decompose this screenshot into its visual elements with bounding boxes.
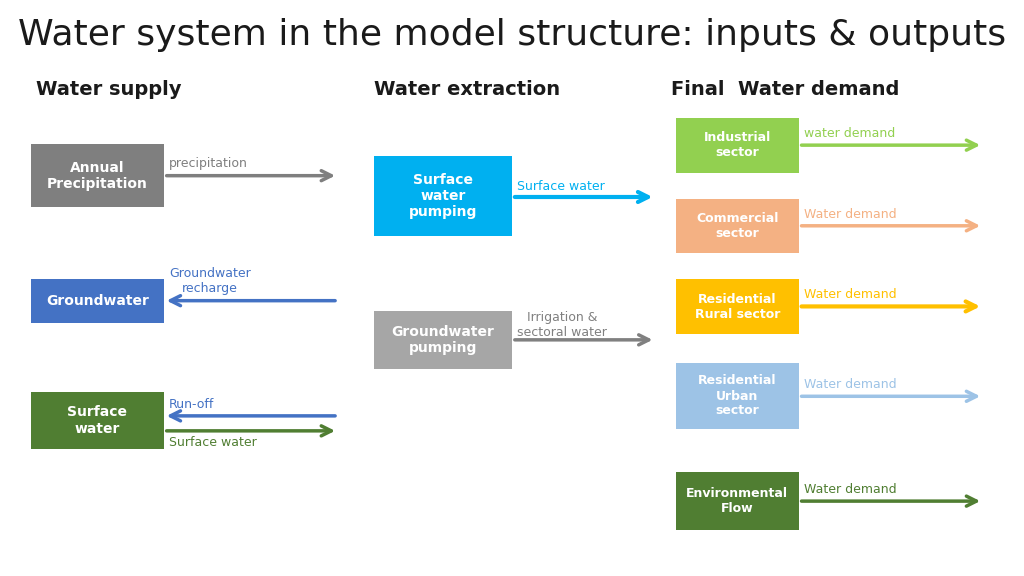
Text: Environmental
Flow: Environmental Flow [686,487,788,515]
Text: Surface
water: Surface water [68,406,127,435]
FancyBboxPatch shape [676,118,799,173]
Text: Water demand: Water demand [804,483,896,496]
Text: Final  Water demand: Final Water demand [671,80,899,98]
Text: precipitation: precipitation [169,157,248,170]
FancyBboxPatch shape [676,199,799,253]
Text: Residential
Rural sector: Residential Rural sector [694,293,780,321]
Text: Commercial
sector: Commercial sector [696,212,778,240]
Text: Water demand: Water demand [804,378,896,391]
Text: water demand: water demand [804,127,895,140]
FancyBboxPatch shape [31,392,164,449]
Text: Residential
Urban
sector: Residential Urban sector [698,374,776,418]
Text: Groundwater: Groundwater [46,294,148,308]
Text: Irrigation &
sectoral water: Irrigation & sectoral water [517,312,607,339]
FancyBboxPatch shape [676,472,799,530]
FancyBboxPatch shape [676,363,799,429]
Text: Industrial
sector: Industrial sector [703,131,771,160]
FancyBboxPatch shape [676,279,799,334]
FancyBboxPatch shape [31,279,164,323]
FancyBboxPatch shape [374,311,512,369]
Text: Groundwater
recharge: Groundwater recharge [169,267,251,295]
Text: Water demand: Water demand [804,208,896,221]
Text: Surface water: Surface water [517,180,605,192]
Text: Water extraction: Water extraction [374,80,560,98]
Text: Water supply: Water supply [36,80,181,98]
Text: Run-off: Run-off [169,398,214,411]
Text: Surface
water
pumping: Surface water pumping [409,173,477,219]
Text: Surface water: Surface water [169,436,257,449]
FancyBboxPatch shape [374,156,512,236]
Text: Water system in the model structure: inputs & outputs: Water system in the model structure: inp… [18,17,1006,52]
FancyBboxPatch shape [31,144,164,207]
Text: Water demand: Water demand [804,289,896,301]
Text: Groundwater
pumping: Groundwater pumping [391,325,495,355]
Text: Annual
Precipitation: Annual Precipitation [47,161,147,191]
